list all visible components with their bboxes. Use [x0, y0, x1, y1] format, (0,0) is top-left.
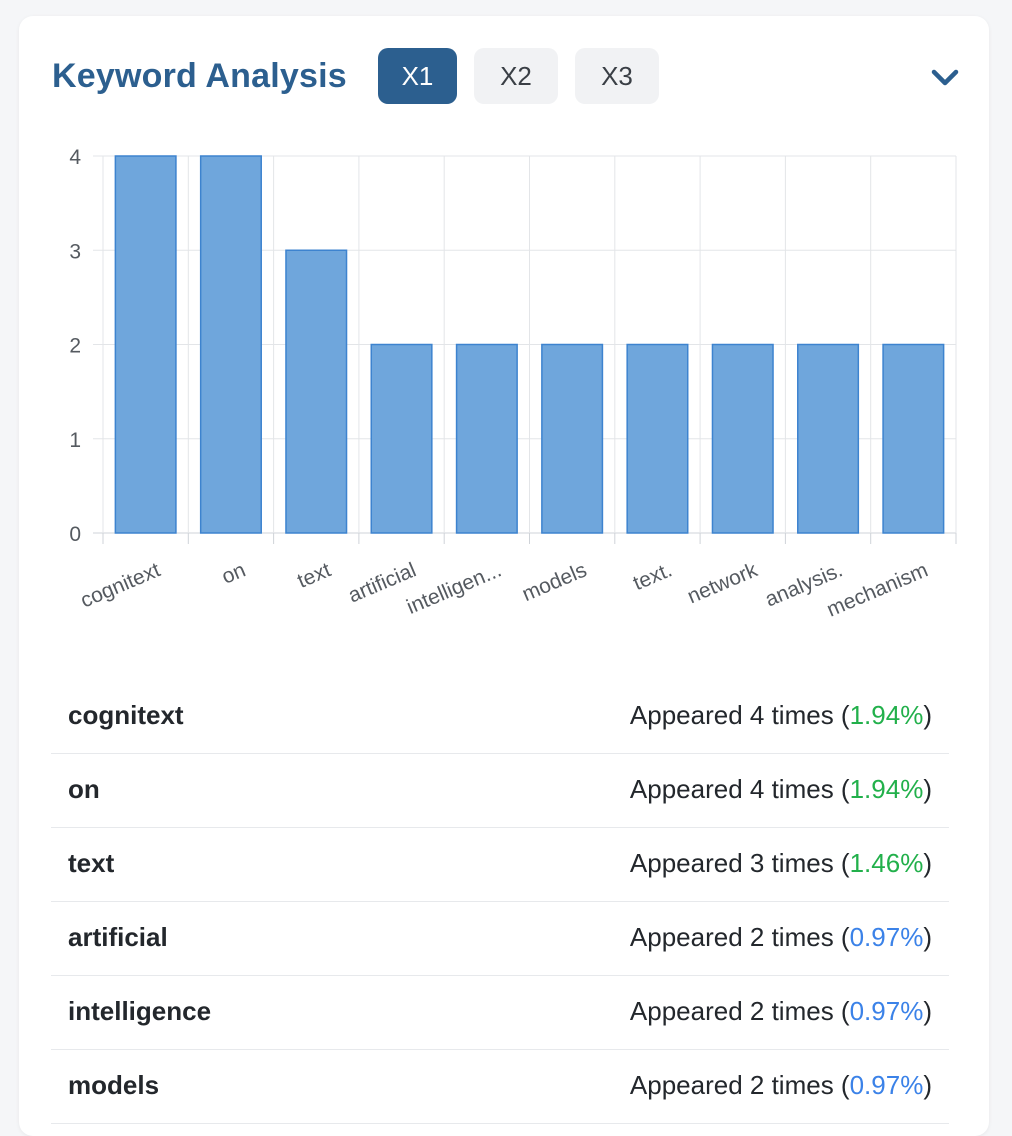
- y-tick-label: 2: [69, 335, 81, 358]
- keyword-list: cognitext Appeared 4 times (1.94%) on Appea…: [51, 680, 949, 1124]
- keyword-stat: Appeared 2 times (0.97%): [630, 922, 932, 953]
- x-tick-label: network: [684, 558, 761, 608]
- x-tick-label: intelligen...: [403, 558, 504, 618]
- stat-suffix: ): [923, 1070, 932, 1100]
- tab-x1[interactable]: X1: [378, 48, 457, 104]
- bar: [370, 343, 433, 534]
- keyword-percentage: 1.46%: [849, 848, 924, 878]
- bar: [711, 343, 774, 534]
- occurrence-count: 2: [749, 1070, 765, 1100]
- keyword-stat: Appeared 2 times (0.97%): [630, 996, 932, 1027]
- occurrence-count: 4: [749, 774, 765, 804]
- stat-prefix: Appeared: [629, 848, 750, 878]
- stat-mid: times (: [764, 700, 850, 730]
- x-tick-label: models: [519, 558, 590, 606]
- keyword-row: models Appeared 2 times (0.97%): [51, 1050, 949, 1124]
- bar: [455, 343, 518, 534]
- stat-suffix: ): [923, 848, 932, 878]
- stat-prefix: Appeared: [629, 1070, 750, 1100]
- keyword-stat: Appeared 2 times (0.97%): [630, 1070, 932, 1101]
- stat-prefix: Appeared: [629, 922, 750, 952]
- keyword-row: intelligence Appeared 2 times (0.97%): [51, 976, 949, 1050]
- stat-mid: times (: [764, 1070, 850, 1100]
- keyword-row: cognitext Appeared 4 times (1.94%): [51, 680, 949, 754]
- stat-suffix: ): [923, 996, 932, 1026]
- keyword-row: on Appeared 4 times (1.94%): [51, 754, 949, 828]
- occurrence-count: 2: [749, 996, 765, 1026]
- occurrence-count: 2: [749, 922, 765, 952]
- stat-prefix: Appeared: [629, 700, 750, 730]
- keyword-percentage: 0.97%: [849, 996, 924, 1026]
- keyword-percentage: 1.94%: [849, 700, 924, 730]
- y-tick-label: 3: [69, 240, 81, 263]
- keyword-row: text Appeared 3 times (1.46%): [51, 828, 949, 902]
- occurrence-count: 3: [749, 848, 765, 878]
- tab-x3[interactable]: X3: [575, 48, 659, 104]
- stat-mid: times (: [764, 848, 850, 878]
- keyword-label: cognitext: [68, 700, 184, 730]
- y-tick-label: 4: [69, 146, 81, 169]
- stat-suffix: ): [923, 774, 932, 804]
- x-tick-label: text.: [630, 558, 676, 595]
- keyword-percentage: 1.94%: [849, 774, 924, 804]
- bar: [626, 343, 689, 534]
- card-title: Keyword Analysis: [52, 57, 347, 95]
- keyword-row: artificial Appeared 2 times (0.97%): [51, 902, 949, 976]
- stat-prefix: Appeared: [629, 996, 750, 1026]
- bar: [882, 343, 945, 534]
- keyword-label: models: [68, 1070, 160, 1100]
- occurrence-count: 4: [749, 700, 765, 730]
- bar: [114, 155, 177, 534]
- keyword-label: intelligence: [68, 996, 212, 1026]
- bar: [199, 155, 262, 534]
- stat-mid: times (: [764, 922, 850, 952]
- keyword-analysis-card: Keyword Analysis X1 X2 X3 0 1 2 3 4 cognitext…: [19, 16, 989, 1136]
- chevron-down-icon[interactable]: [927, 64, 963, 92]
- bar: [541, 343, 604, 534]
- x-tick-label: cognitext: [77, 558, 164, 612]
- keyword-label: on: [68, 774, 100, 804]
- keyword-stat: Appeared 3 times (1.46%): [630, 848, 932, 879]
- bar: [285, 249, 348, 534]
- stat-suffix: ): [923, 700, 932, 730]
- keyword-percentage: 0.97%: [849, 922, 924, 952]
- keyword-percentage: 0.97%: [849, 1070, 924, 1100]
- keyword-label: artificial: [68, 922, 168, 952]
- y-tick-label: 1: [69, 429, 81, 452]
- stat-mid: times (: [764, 774, 850, 804]
- stat-prefix: Appeared: [629, 774, 750, 804]
- bar: [797, 343, 860, 534]
- stat-mid: times (: [764, 996, 850, 1026]
- keyword-stat: Appeared 4 times (1.94%): [630, 700, 932, 731]
- y-tick-label: 0: [69, 523, 81, 546]
- keyword-stat: Appeared 4 times (1.94%): [630, 774, 932, 805]
- x-tick-label: on: [218, 558, 248, 588]
- tab-x2[interactable]: X2: [474, 48, 558, 104]
- keyword-label: text: [68, 848, 115, 878]
- x-tick-label: text: [294, 558, 334, 592]
- stat-suffix: ): [923, 922, 932, 952]
